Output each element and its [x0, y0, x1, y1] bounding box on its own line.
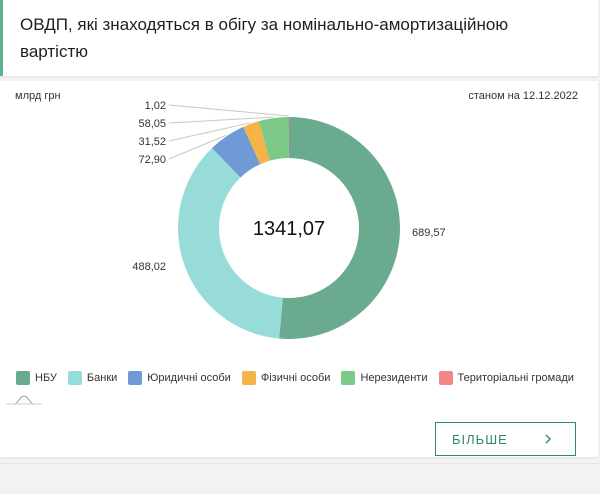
legend-swatch [16, 371, 30, 385]
legend-swatch [341, 371, 356, 385]
chart-card: млрд грн станом на 12.12.2022 1341,07 689… [0, 81, 598, 457]
chart-legend: НБУ Банки Юридичні особи Фізичні особи Нерез… [16, 371, 586, 385]
legend-item-6[interactable]: Територіальні громади [438, 371, 574, 385]
more-button-label: БІЛЬШЕ [452, 431, 508, 447]
legend-label: Фізичні особи [260, 372, 331, 384]
leader-line-5 [168, 116, 274, 124]
legend-label: Територіальні громади [457, 372, 574, 384]
footer-divider [0, 463, 600, 464]
leader-line-4 [168, 122, 251, 142]
donut-slice-6[interactable] [288, 117, 289, 159]
leader-line-6 [168, 104, 289, 117]
donut-chart: 1341,07 689,57 488,02 72,90 31,52 58,05 1,02 [132, 100, 446, 339]
legend-item-4[interactable]: Фізичні особи [241, 371, 331, 385]
donut-slice-5[interactable] [258, 117, 289, 161]
page-title: ОВДП, які знаходяться в обігу за номінал… [20, 15, 509, 61]
donut-slice-2[interactable] [178, 148, 283, 339]
donut-slice-1[interactable] [279, 117, 401, 339]
legend-swatch [241, 371, 256, 385]
donut-slice-3[interactable] [212, 126, 261, 178]
legend-item-5[interactable]: Нерезиденти [341, 371, 428, 385]
title-card: ОВДП, які знаходяться в обігу за номінал… [0, 0, 598, 76]
legend-swatch [128, 371, 143, 385]
value-label-6: 1,02 [145, 100, 166, 112]
legend-swatch [67, 371, 82, 385]
donut-total-label: 1341,07 [253, 218, 325, 240]
legend-item-1[interactable]: НБУ [16, 371, 57, 385]
value-label-2: 488,02 [132, 261, 166, 273]
legend-item-3[interactable]: Юридичні особи [128, 371, 231, 385]
legend-label: Нерезиденти [360, 372, 428, 384]
value-label-3: 72,90 [138, 154, 166, 166]
value-label-5: 58,05 [138, 118, 166, 130]
legend-swatch [438, 371, 453, 385]
legend-label: Банки [86, 372, 118, 384]
donut-slice-4[interactable] [243, 121, 270, 165]
legend-label: Юридичні особи [147, 372, 231, 384]
legend-label: НБУ [35, 372, 57, 384]
value-label-4: 31,52 [138, 136, 166, 148]
legend-item-2[interactable]: Банки [67, 371, 118, 385]
value-label-1: 689,57 [412, 227, 446, 239]
more-button[interactable]: БІЛЬШЕ [435, 422, 576, 456]
unit-label: млрд грн [15, 90, 61, 102]
leader-line-3 [168, 134, 227, 160]
chevron-right-icon [545, 434, 551, 444]
as-of-date: станом на 12.12.2022 [468, 90, 578, 102]
legend-scroll-indicator[interactable] [6, 393, 46, 407]
